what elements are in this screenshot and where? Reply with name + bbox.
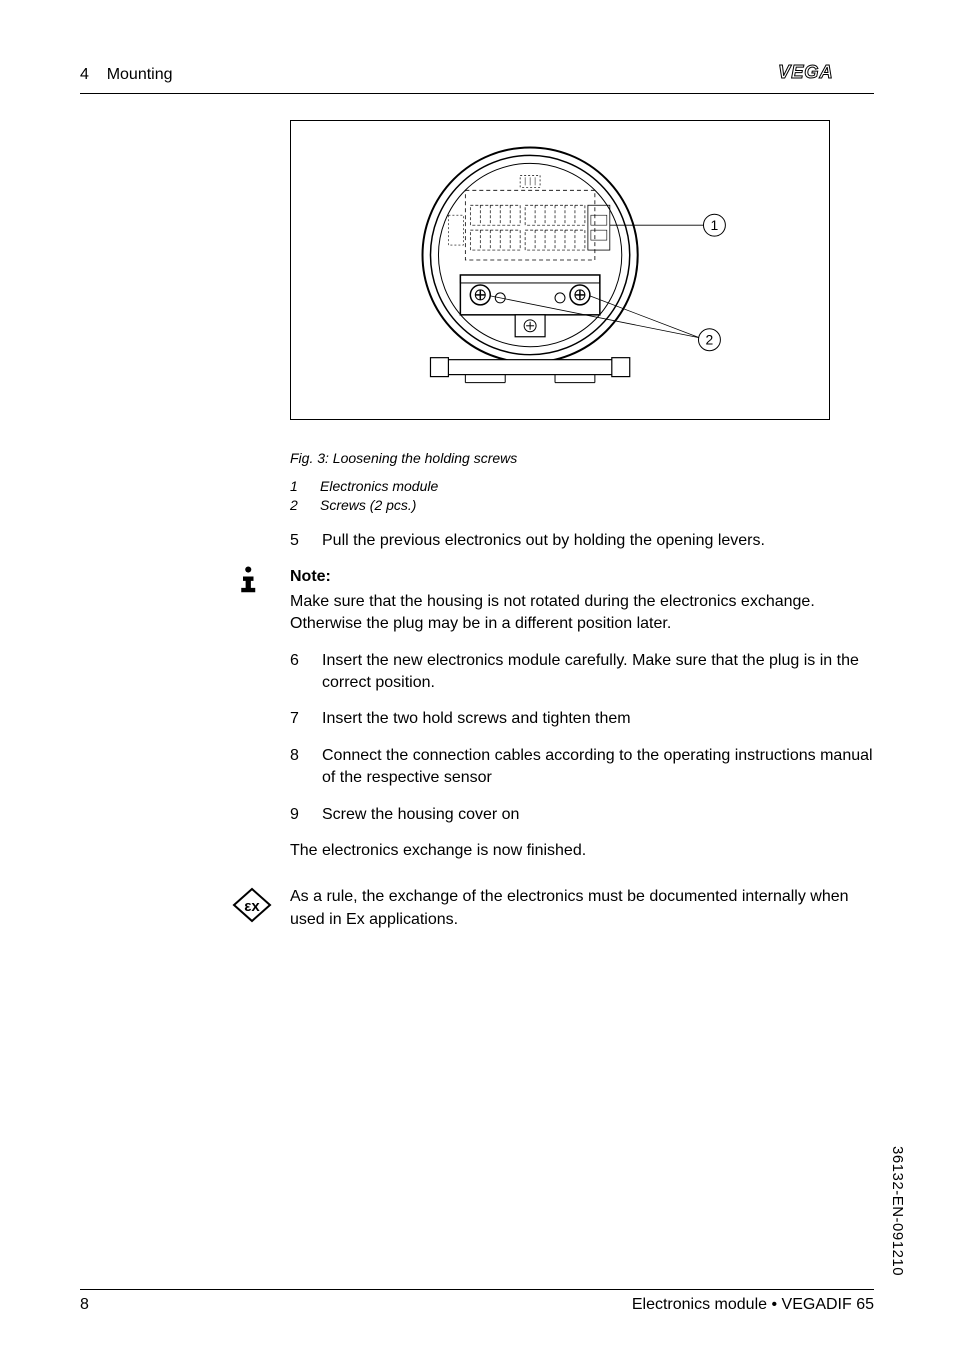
legend-row: 1 Electronics module (290, 478, 438, 494)
step-num: 7 (290, 708, 322, 730)
page-footer: 8 Electronics module • VEGADIF 65 (80, 1289, 874, 1314)
finish-text: The electronics exchange is now finished… (290, 840, 874, 862)
step-row: 9 Screw the housing cover on (290, 804, 874, 826)
svg-text:VEGA: VEGA (778, 61, 833, 82)
figure-legend: 1 Electronics module 2 Screws (2 pcs.) (290, 478, 438, 516)
step-text: Insert the new electronics module carefu… (322, 650, 874, 695)
ex-icon: εx (230, 886, 274, 924)
step-text: Insert the two hold screws and tighten t… (322, 708, 874, 730)
page-header: 4 Mounting VEGA (80, 60, 874, 94)
section-label: 4 Mounting (80, 66, 173, 84)
legend-row: 2 Screws (2 pcs.) (290, 497, 438, 513)
page-number: 8 (80, 1296, 89, 1314)
step-num: 9 (290, 804, 322, 826)
step-num: 6 (290, 650, 322, 695)
svg-text:εx: εx (244, 898, 260, 915)
svg-text:1: 1 (711, 217, 719, 233)
main-content: 5 Pull the previous electronics out by h… (290, 530, 874, 931)
document-code: 36132-EN-091210 (889, 1146, 906, 1276)
info-icon (236, 566, 268, 598)
ex-text: As a rule, the exchange of the electroni… (290, 886, 874, 931)
section-num: 4 (80, 66, 89, 83)
note-block: Note: Make sure that the housing is not … (290, 566, 874, 635)
logo: VEGA (774, 60, 874, 89)
step-row: 6 Insert the new electronics module care… (290, 650, 874, 695)
step-text: Pull the previous electronics out by hol… (322, 530, 874, 552)
note-text: Make sure that the housing is not rotate… (290, 591, 874, 636)
figure-3: 1 2 (290, 120, 830, 420)
step-num: 8 (290, 745, 322, 790)
legend-num: 2 (290, 497, 320, 513)
step-num: 5 (290, 530, 322, 552)
doc-title: Electronics module • VEGADIF 65 (632, 1296, 874, 1314)
legend-label: Electronics module (320, 478, 438, 494)
legend-label: Screws (2 pcs.) (320, 497, 416, 513)
figure-caption: Fig. 3: Loosening the holding screws (290, 450, 517, 466)
section-title: Mounting (107, 66, 173, 83)
step-text: Connect the connection cables according … (322, 745, 874, 790)
step-row: 5 Pull the previous electronics out by h… (290, 530, 874, 552)
step-text: Screw the housing cover on (322, 804, 874, 826)
legend-num: 1 (290, 478, 320, 494)
step-row: 8 Connect the connection cables accordin… (290, 745, 874, 790)
note-label: Note: (290, 566, 874, 588)
svg-text:2: 2 (706, 332, 714, 348)
step-row: 7 Insert the two hold screws and tighten… (290, 708, 874, 730)
ex-block: εx As a rule, the exchange of the electr… (290, 886, 874, 931)
